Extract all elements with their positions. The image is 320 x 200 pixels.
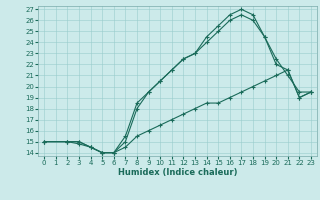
X-axis label: Humidex (Indice chaleur): Humidex (Indice chaleur) [118,168,237,177]
